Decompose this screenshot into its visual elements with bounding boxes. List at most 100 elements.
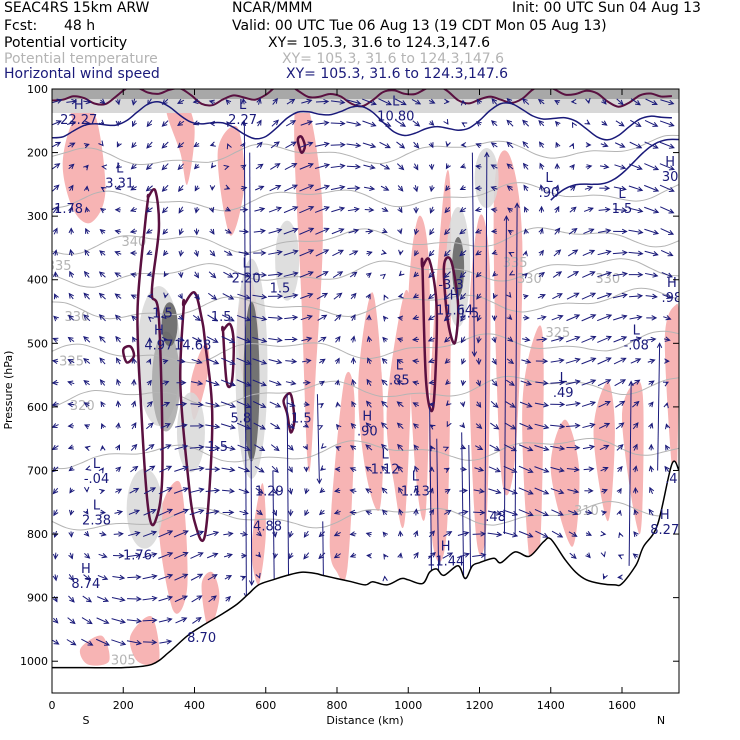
wind-vector bbox=[115, 422, 121, 429]
wind-vector-shaft bbox=[158, 618, 172, 623]
wind-vector bbox=[330, 142, 346, 148]
wind-vector-shaft bbox=[330, 165, 345, 168]
wind-vector bbox=[582, 271, 596, 278]
wind-vector bbox=[518, 487, 534, 495]
wind-vector bbox=[506, 358, 515, 365]
wind-vector bbox=[223, 164, 230, 171]
wind-vector bbox=[534, 444, 550, 452]
wind-vector-shaft bbox=[222, 293, 234, 300]
wind-vector-head bbox=[443, 315, 450, 322]
wind-vector-head bbox=[83, 508, 89, 515]
extremum-annotation: L2.38 bbox=[82, 498, 111, 528]
wind-vector bbox=[381, 443, 389, 451]
wind-vector bbox=[571, 121, 577, 128]
wind-vector-head bbox=[161, 142, 168, 149]
wind-vector-shaft bbox=[644, 228, 659, 235]
wind-vector-shaft bbox=[568, 531, 577, 537]
wind-vector bbox=[205, 423, 221, 430]
wind-speed-contour bbox=[52, 101, 672, 141]
wind-vector-head bbox=[133, 487, 140, 493]
wind-vector-head bbox=[102, 597, 110, 602]
wind-vector bbox=[221, 466, 236, 473]
terrain-mask bbox=[52, 461, 679, 693]
wind-vector bbox=[460, 336, 466, 344]
wind-vector-shaft bbox=[506, 120, 514, 127]
wind-vector-shaft bbox=[269, 380, 282, 386]
wind-vector-head bbox=[116, 378, 122, 385]
wind-vector-head bbox=[475, 359, 482, 366]
wind-vector-head bbox=[69, 142, 76, 148]
wind-vector bbox=[628, 229, 644, 235]
wind-vector-shaft bbox=[220, 423, 236, 429]
wind-vector-head bbox=[412, 402, 419, 408]
wind-vector-head bbox=[381, 400, 387, 407]
wind-vector bbox=[193, 271, 199, 279]
wind-vector bbox=[460, 380, 467, 387]
wind-vector-head bbox=[320, 336, 327, 342]
wind-vector bbox=[286, 401, 296, 407]
wind-vector bbox=[268, 228, 283, 234]
wind-vector-head bbox=[509, 402, 516, 408]
wind-vector-head bbox=[368, 207, 375, 213]
field-xy-pv: XY= 105.3, 31.6 to 124.3,147.6 bbox=[268, 35, 491, 51]
wind-vector-head bbox=[182, 444, 189, 450]
wind-vector-head bbox=[381, 379, 388, 385]
wind-vector bbox=[412, 120, 421, 127]
wind-vector-head bbox=[304, 380, 311, 386]
wind-vector-head bbox=[542, 532, 549, 538]
wind-vector-head bbox=[193, 272, 199, 279]
extremum-value: 11.64 bbox=[436, 304, 473, 319]
wind-vector-head bbox=[292, 206, 299, 212]
x-tick-label: 600 bbox=[255, 699, 276, 712]
wind-vector bbox=[83, 508, 89, 515]
wind-vector bbox=[566, 444, 581, 451]
wind-vector bbox=[145, 163, 153, 171]
extremum-value: 2.38 bbox=[82, 513, 111, 528]
wind-vector bbox=[411, 99, 422, 105]
wind-vector bbox=[507, 336, 514, 342]
wind-vector-shaft bbox=[347, 208, 359, 212]
wind-vector-head bbox=[506, 185, 513, 191]
wind-vector-head bbox=[637, 271, 644, 278]
wind-vector bbox=[163, 250, 169, 257]
wind-vector bbox=[491, 358, 497, 365]
wind-vector-head bbox=[258, 185, 265, 191]
wind-vector bbox=[160, 313, 167, 320]
wind-vector-head bbox=[53, 639, 60, 645]
wind-vector-head bbox=[633, 422, 639, 428]
wind-vector-shaft bbox=[174, 445, 188, 450]
wind-vector-head bbox=[114, 207, 121, 213]
wind-vector-head bbox=[307, 163, 314, 169]
wind-vector bbox=[520, 380, 533, 386]
wind-vector-head bbox=[492, 380, 498, 387]
wind-vector bbox=[252, 379, 267, 387]
wind-vector-head bbox=[413, 486, 419, 493]
wind-vector-shaft bbox=[429, 249, 435, 257]
wind-vector-shaft bbox=[632, 422, 639, 430]
wind-vector bbox=[442, 552, 454, 559]
wind-vector-head bbox=[428, 164, 435, 171]
wind-vector-head bbox=[370, 121, 377, 127]
wind-vector-head bbox=[52, 444, 58, 451]
wind-vector-head bbox=[428, 250, 435, 257]
x-tick-label: 200 bbox=[113, 699, 134, 712]
wind-vector-head bbox=[602, 573, 608, 580]
wind-vector-shaft bbox=[484, 152, 488, 566]
wind-vector bbox=[567, 271, 580, 279]
wind-vector-shaft bbox=[189, 488, 204, 494]
wind-vector-head bbox=[554, 120, 561, 127]
wind-vector bbox=[460, 314, 466, 322]
wind-vector bbox=[382, 575, 388, 582]
wind-vector-shaft bbox=[468, 445, 472, 585]
wind-vector-head bbox=[240, 575, 247, 581]
pv-negative-shading bbox=[176, 392, 205, 473]
extremum-value: 2.20 bbox=[232, 272, 261, 287]
wind-vector bbox=[205, 402, 221, 408]
wind-vector bbox=[412, 402, 419, 408]
wind-vector bbox=[331, 228, 345, 235]
wind-vector bbox=[315, 227, 330, 235]
axes-layer: 0 200 400 600 800 1000 1200 1400 160010020030040… bbox=[20, 83, 679, 712]
wind-vector-head bbox=[618, 99, 624, 106]
wind-vector-head bbox=[307, 141, 314, 147]
wind-vector bbox=[68, 184, 74, 192]
